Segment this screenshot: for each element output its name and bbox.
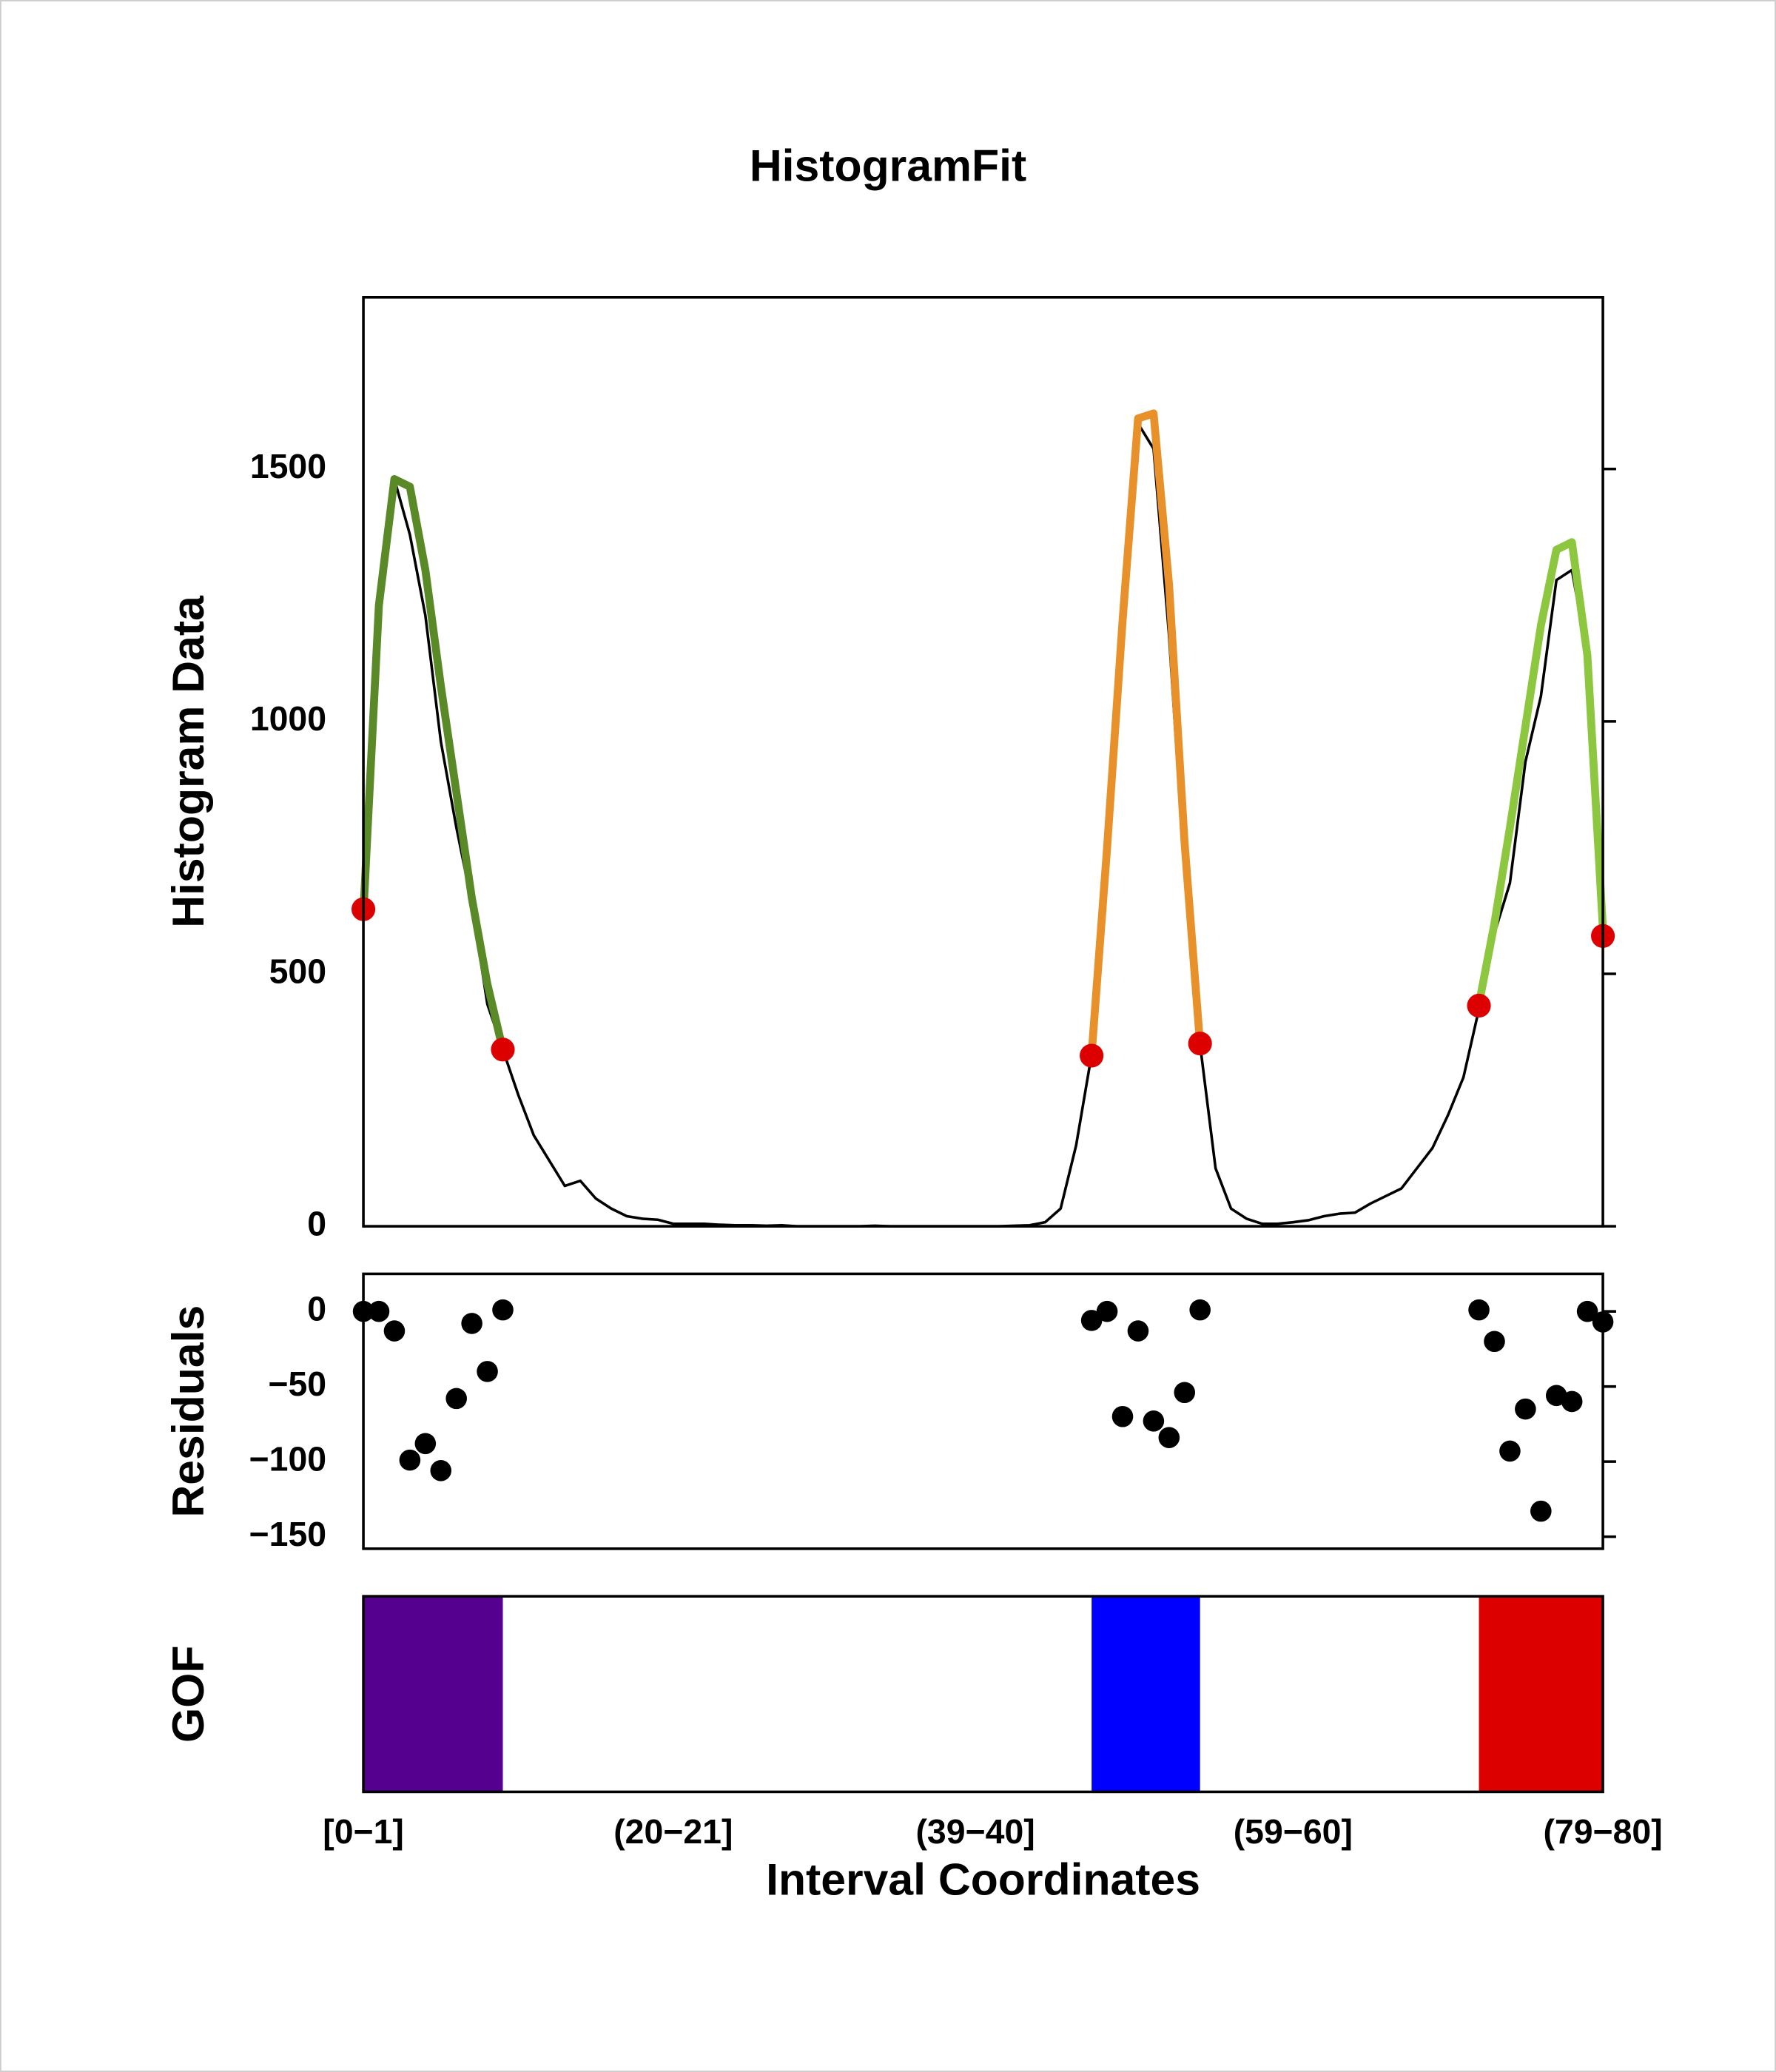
panel-frame: [362, 1272, 1604, 1550]
y-axis-title: GOF: [163, 1646, 213, 1743]
point: [1467, 993, 1491, 1018]
point: [383, 1320, 406, 1342]
panel-frame: [362, 296, 1604, 1228]
point: [492, 1299, 514, 1321]
x-tick-label: (79−80]: [1543, 1812, 1662, 1851]
gof-band: [363, 1596, 503, 1792]
line: [1087, 409, 1205, 1055]
y-tick-label: 1500: [250, 447, 326, 485]
y-tick-label: −50: [268, 1365, 326, 1403]
point: [1189, 1299, 1211, 1321]
line: [359, 475, 507, 1051]
point: [1096, 1300, 1118, 1322]
point: [1530, 1500, 1552, 1522]
point: [399, 1449, 421, 1471]
y-tick-label: −150: [249, 1515, 327, 1553]
x-tick-label: (20−21]: [613, 1812, 733, 1851]
point: [477, 1361, 498, 1382]
point: [1111, 1405, 1134, 1427]
point: [1576, 1300, 1598, 1322]
point: [1143, 1410, 1165, 1432]
x-axis-title: Interval Coordinates: [766, 1854, 1200, 1905]
point: [1515, 1398, 1536, 1420]
point: [430, 1460, 452, 1481]
point: [461, 1313, 482, 1334]
point: [1127, 1320, 1149, 1342]
chart-title: HistogramFit: [750, 141, 1026, 191]
point: [1484, 1331, 1505, 1353]
point: [491, 1037, 515, 1062]
x-tick-label: (59−60]: [1234, 1812, 1353, 1851]
point: [1174, 1382, 1196, 1404]
y-tick-label: −100: [249, 1439, 327, 1478]
point: [1188, 1032, 1212, 1056]
line: [1475, 538, 1607, 1005]
point: [1080, 1310, 1103, 1331]
y-axis-title: Residuals: [163, 1305, 213, 1518]
y-tick-label: 0: [307, 1204, 326, 1242]
point: [1499, 1440, 1521, 1462]
panel-frame: [362, 1595, 1604, 1794]
gof-band: [1092, 1596, 1200, 1792]
point: [1080, 1043, 1104, 1068]
point: [1158, 1427, 1180, 1448]
y-tick-label: 0: [307, 1289, 326, 1328]
point: [368, 1300, 390, 1322]
x-tick-label: (39−40]: [915, 1812, 1035, 1851]
point: [1561, 1390, 1583, 1413]
y-tick-label: 1000: [250, 699, 326, 738]
y-axis-title: Histogram Data: [163, 595, 213, 928]
point: [1468, 1299, 1490, 1321]
y-tick-label: 500: [269, 952, 326, 990]
x-tick-label: [0−1]: [323, 1812, 404, 1851]
point: [414, 1433, 437, 1455]
gof-band: [1479, 1596, 1604, 1792]
point: [445, 1388, 467, 1410]
